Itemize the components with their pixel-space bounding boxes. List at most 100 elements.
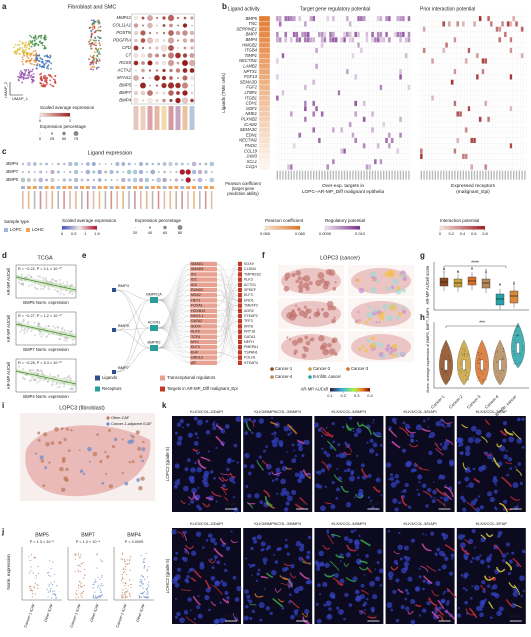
- link: [216, 321, 239, 337]
- target-cell: [371, 132, 375, 139]
- legend-label: Cancer-2: [313, 366, 331, 371]
- strip-point: [49, 560, 51, 562]
- target-cell: [284, 15, 288, 22]
- column-tick: [518, 170, 520, 180]
- receptor-cell: [517, 26, 521, 33]
- nucleus: [247, 471, 252, 476]
- umap-point: [43, 74, 46, 77]
- receptor-cell: [442, 26, 446, 33]
- violin-point: [485, 379, 487, 381]
- receptor-cell: [501, 100, 505, 107]
- receptor-cell: [517, 84, 521, 91]
- axis-title: AR-MP AUCell: [6, 362, 11, 389]
- target-cell: [298, 63, 302, 70]
- target-cell: [362, 143, 366, 149]
- target-cell: [303, 47, 307, 54]
- target-cell: [323, 42, 327, 48]
- receptor-cell: [512, 153, 516, 160]
- stroma: [324, 501, 332, 505]
- tissue-spot: [113, 437, 118, 442]
- target-cell: [289, 47, 293, 54]
- receptor-cell: [484, 15, 488, 22]
- stroma: [221, 476, 229, 482]
- violin-point: [497, 361, 499, 363]
- receptor-cell: [445, 132, 449, 139]
- receptor-cell: [498, 90, 502, 96]
- target-cell: [348, 153, 352, 160]
- strip-point: [99, 595, 101, 598]
- target-cell: [298, 47, 302, 54]
- axis-title: AR-MP AUCell score: [425, 265, 430, 304]
- target-cell: [331, 100, 335, 107]
- violin-point: [502, 379, 504, 381]
- receptor-cell: [478, 111, 482, 117]
- receptor-cell: [512, 26, 516, 33]
- receptor-cell: [464, 95, 468, 101]
- target-cell: [348, 158, 352, 165]
- tissue-spot: [141, 459, 145, 463]
- target-cell: [312, 111, 316, 117]
- receptor-cell: [520, 84, 524, 91]
- target-cell: [309, 105, 313, 112]
- activity-cell: [258, 47, 271, 54]
- target-cell: [354, 105, 358, 112]
- target-cell: [382, 127, 386, 133]
- receptor-cell: [509, 58, 513, 64]
- ligand-label: CDH1: [246, 101, 257, 106]
- receptor-cell: [436, 116, 440, 123]
- target-cell: [275, 79, 279, 86]
- target-cell: [357, 31, 361, 38]
- receptor-cell: [425, 95, 429, 101]
- nucleus: [444, 440, 450, 446]
- umap-point: [21, 47, 24, 49]
- target-cell: [373, 90, 377, 96]
- receptor-cell: [433, 148, 437, 154]
- scatter-point: [25, 374, 27, 376]
- umap-point: [30, 78, 33, 81]
- dot: [132, 177, 138, 183]
- receptor-cell: [433, 58, 437, 64]
- outlier: [443, 271, 445, 273]
- target-cell: [343, 153, 347, 160]
- receptor-cell: [506, 164, 510, 170]
- dot: [189, 30, 195, 36]
- receptor-cell: [501, 116, 505, 123]
- target-cell: [278, 26, 282, 33]
- receptor-cell: [464, 116, 468, 123]
- receptor-cell: [459, 47, 463, 54]
- dot: [190, 46, 194, 50]
- tissue-spot: [361, 344, 365, 349]
- target-cell: [312, 148, 316, 154]
- regulator-node: [190, 355, 217, 360]
- tissue-spot: [138, 485, 143, 491]
- nucleus: [433, 496, 436, 499]
- target-cell: [303, 58, 307, 64]
- umap-point: [92, 54, 95, 57]
- target-cell: [373, 153, 377, 160]
- target-cell: [289, 42, 293, 48]
- receptor-cell: [459, 84, 463, 91]
- receptor-cell: [475, 116, 479, 123]
- receptor-cell: [495, 52, 499, 59]
- strip-point: [48, 574, 50, 576]
- target-cell: [309, 137, 313, 144]
- axis: [67, 547, 108, 601]
- receptor-cell: [447, 95, 451, 101]
- dot: [167, 59, 175, 67]
- target-cell: [331, 68, 335, 75]
- strip-point: [123, 559, 126, 561]
- receptor-cell: [419, 105, 423, 112]
- receptor-cell: [447, 26, 451, 33]
- receptor-cell: [498, 121, 502, 128]
- strip-point: [80, 595, 82, 597]
- receptor-cell: [439, 95, 443, 101]
- target-cell: [407, 79, 411, 86]
- dot: [187, 163, 190, 165]
- receptor-cell: [487, 47, 491, 54]
- receptor-cell: [445, 111, 449, 117]
- tissue-spot: [303, 305, 307, 309]
- receptor-cell: [475, 26, 479, 33]
- receptor-cell: [475, 153, 479, 160]
- receptor-cell: [431, 132, 435, 139]
- target-cell: [323, 21, 327, 27]
